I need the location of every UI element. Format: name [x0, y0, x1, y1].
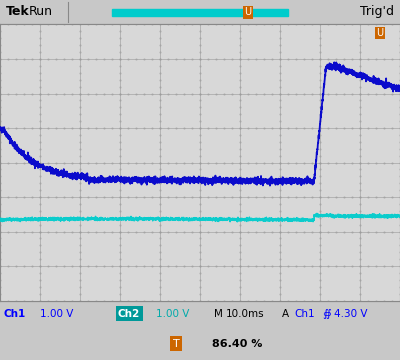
Text: M: M [214, 309, 223, 319]
Text: Ch2: Ch2 [118, 309, 140, 319]
Text: Trig'd: Trig'd [360, 5, 394, 18]
Text: 86.40 %: 86.40 % [212, 339, 262, 349]
Text: 1.00 V: 1.00 V [40, 309, 73, 319]
Text: U: U [244, 7, 252, 17]
Text: 4.30 V: 4.30 V [334, 309, 368, 319]
Text: 1.00 V: 1.00 V [156, 309, 189, 319]
Text: A: A [282, 309, 289, 319]
Text: Ch1: Ch1 [4, 309, 26, 319]
Text: U: U [376, 28, 384, 38]
Text: Run: Run [29, 5, 53, 18]
Text: T: T [173, 339, 179, 349]
Text: 10.0ms: 10.0ms [226, 309, 265, 319]
Bar [112, 9, 288, 16]
Text: Tek: Tek [6, 5, 30, 18]
Text: Ch1: Ch1 [294, 309, 315, 319]
Text: ∯: ∯ [322, 309, 331, 319]
